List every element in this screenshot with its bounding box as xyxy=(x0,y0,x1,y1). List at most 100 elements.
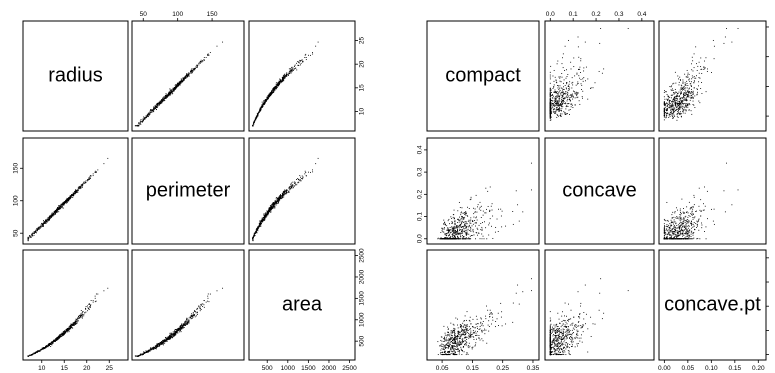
data-point xyxy=(686,103,688,105)
data-point xyxy=(680,92,682,94)
data-point xyxy=(271,206,273,208)
data-point xyxy=(277,201,279,203)
data-point xyxy=(673,112,675,114)
data-point xyxy=(92,300,94,302)
data-point xyxy=(29,236,31,238)
data-point xyxy=(682,106,684,108)
data-point xyxy=(698,100,700,102)
tick-label: 500 xyxy=(359,335,366,346)
data-point xyxy=(483,238,485,240)
data-point xyxy=(455,237,456,238)
data-point xyxy=(252,239,254,241)
data-point xyxy=(677,112,679,114)
data-point xyxy=(687,106,689,108)
data-point xyxy=(570,103,572,105)
data-point xyxy=(63,333,65,335)
data-point xyxy=(81,312,83,314)
data-point xyxy=(549,71,551,73)
data-point xyxy=(252,124,254,126)
data-point xyxy=(32,353,34,355)
data-point xyxy=(67,331,69,333)
data-point xyxy=(194,69,196,71)
data-point xyxy=(199,61,201,63)
data-point xyxy=(191,71,193,73)
data-point xyxy=(560,104,562,106)
data-point xyxy=(169,92,171,94)
data-point xyxy=(673,97,675,99)
data-point xyxy=(161,101,163,103)
data-point xyxy=(554,89,556,91)
data-point xyxy=(287,191,289,193)
data-point xyxy=(182,324,184,326)
data-point xyxy=(670,86,672,88)
data-point xyxy=(475,225,476,227)
data-point xyxy=(68,198,70,199)
data-point xyxy=(444,224,446,226)
panel-frame xyxy=(131,137,245,245)
data-point xyxy=(688,78,690,80)
data-point xyxy=(72,322,74,324)
data-point xyxy=(163,344,164,346)
data-point xyxy=(594,82,596,84)
data-point xyxy=(557,108,559,110)
data-point xyxy=(437,238,439,240)
data-point xyxy=(731,41,733,43)
data-point xyxy=(76,191,78,193)
data-point xyxy=(663,112,665,113)
data-point xyxy=(512,223,514,225)
data-point xyxy=(674,102,676,104)
data-point xyxy=(460,219,462,221)
data-point xyxy=(29,355,31,357)
data-point xyxy=(186,322,188,324)
data-point xyxy=(68,328,69,330)
data-point xyxy=(447,237,449,239)
data-point xyxy=(80,313,82,315)
data-point xyxy=(191,316,192,317)
data-point xyxy=(42,223,44,224)
data-point xyxy=(561,103,563,105)
data-point xyxy=(87,305,88,307)
data-point xyxy=(58,208,60,210)
data-point xyxy=(195,65,197,67)
data-point xyxy=(552,105,554,107)
data-point xyxy=(571,95,573,97)
data-point xyxy=(679,98,681,100)
data-point xyxy=(459,229,461,231)
data-point xyxy=(576,92,578,94)
data-point xyxy=(489,186,491,188)
data-point xyxy=(68,198,70,200)
data-point xyxy=(257,230,259,232)
data-point xyxy=(150,109,152,111)
data-point xyxy=(158,344,160,346)
data-point xyxy=(681,116,683,118)
data-point xyxy=(686,83,688,84)
data-point xyxy=(188,320,190,322)
data-point xyxy=(179,327,181,329)
data-point xyxy=(568,39,569,41)
data-point xyxy=(267,211,269,212)
data-point xyxy=(63,202,65,203)
data-point xyxy=(465,230,467,232)
data-point xyxy=(562,97,564,99)
data-point xyxy=(185,320,187,322)
data-point xyxy=(549,108,551,110)
data-point xyxy=(156,345,158,347)
data-point xyxy=(265,100,267,102)
data-point xyxy=(262,103,264,105)
data-point xyxy=(494,231,496,233)
data-point xyxy=(264,217,266,219)
data-point xyxy=(466,229,468,231)
data-point xyxy=(680,84,682,86)
data-point xyxy=(265,100,267,102)
data-point xyxy=(559,113,561,115)
data-point xyxy=(190,71,191,73)
data-point xyxy=(165,339,167,341)
data-point xyxy=(469,238,471,240)
data-point xyxy=(557,114,558,116)
data-point xyxy=(174,333,176,335)
data-point xyxy=(170,89,172,91)
data-point xyxy=(65,201,66,203)
data-point xyxy=(688,103,690,105)
data-point xyxy=(678,102,680,104)
data-point xyxy=(473,216,475,218)
